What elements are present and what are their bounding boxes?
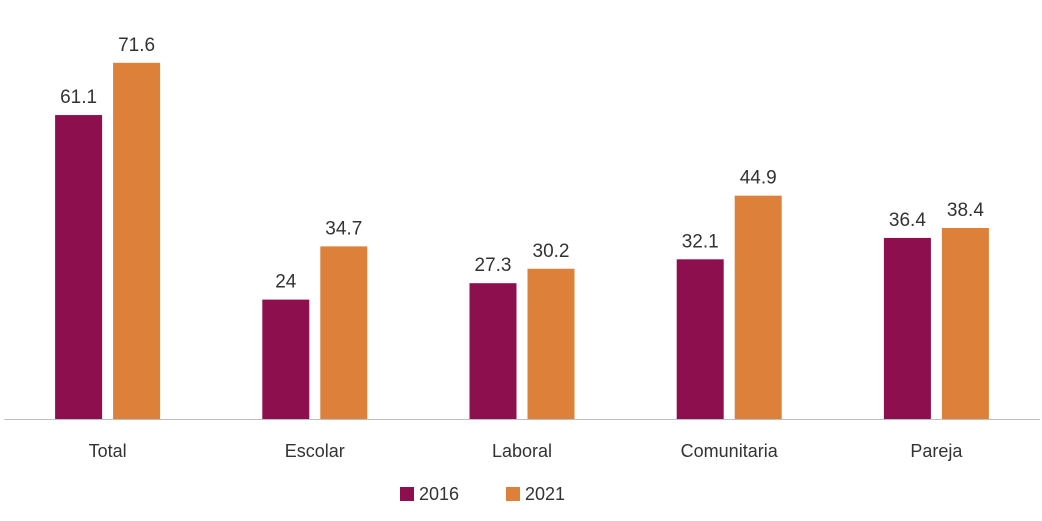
legend-label-2021: 2021: [525, 484, 565, 504]
value-label-total-2021: 71.6: [118, 35, 155, 56]
category-label-laboral: Laboral: [492, 441, 552, 461]
legend-label-2016: 2016: [419, 484, 459, 504]
value-label-total-2016: 61.1: [60, 87, 97, 108]
bar-pareja-2021: [941, 227, 989, 419]
bars-group: [55, 62, 989, 420]
bar-escolar-2016: [262, 299, 310, 419]
bar-pareja-2016: [883, 237, 931, 419]
value-label-pareja-2016: 36.4: [889, 210, 926, 231]
bar-laboral-2021: [527, 268, 575, 419]
value-label-comunitaria-2016: 32.1: [682, 231, 719, 252]
legend-swatch-2016: [400, 487, 414, 501]
category-labels-group: Total Escolar Laboral Comunitaria Pareja: [89, 441, 964, 461]
legend-swatch-2021: [506, 487, 520, 501]
value-label-escolar-2021: 34.7: [325, 218, 362, 239]
value-label-pareja-2021: 38.4: [947, 200, 984, 221]
bar-escolar-2021: [320, 246, 368, 419]
value-label-comunitaria-2021: 44.9: [740, 168, 777, 189]
bar-total-2016: [55, 115, 103, 419]
bar-total-2021: [113, 62, 161, 420]
bar-laboral-2016: [469, 283, 517, 419]
category-label-escolar: Escolar: [285, 441, 345, 461]
value-label-escolar-2016: 24: [275, 272, 297, 293]
bar-comunitaria-2021: [734, 195, 782, 419]
category-label-pareja: Pareja: [910, 441, 963, 461]
value-label-laboral-2021: 30.2: [533, 241, 570, 262]
category-label-comunitaria: Comunitaria: [681, 441, 779, 461]
category-label-total: Total: [89, 441, 127, 461]
value-labels-group: 61.1 71.6 24 34.7 27.3 30.2 32.1 44.9 36.4 38.4: [60, 35, 984, 293]
value-label-laboral-2016: 27.3: [475, 255, 512, 276]
bar-comunitaria-2016: [676, 259, 724, 419]
legend: 2016 2021: [400, 484, 565, 504]
